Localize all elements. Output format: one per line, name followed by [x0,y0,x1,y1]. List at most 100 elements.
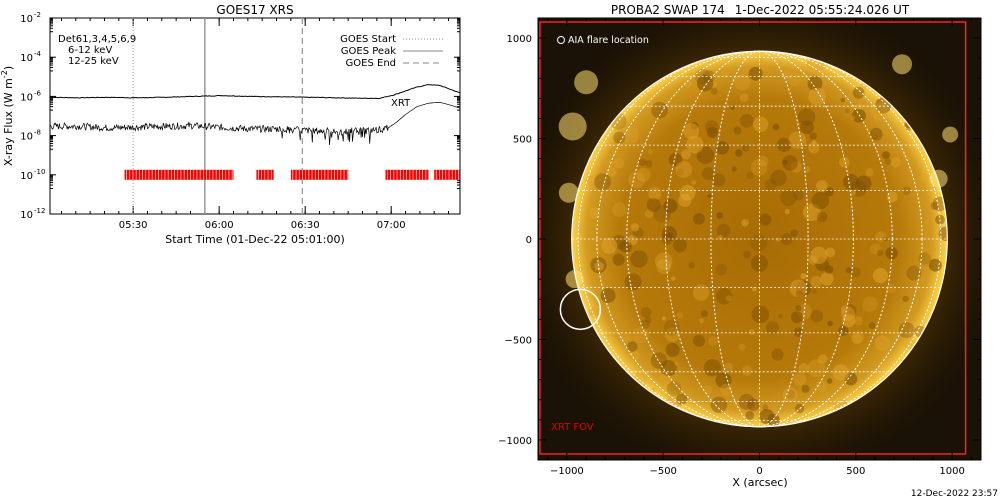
disk-texture-blob [746,171,755,180]
disk-texture-blob [884,158,892,166]
disk-texture-blob [850,115,856,121]
goes-y-tick-label: 10 [20,171,33,182]
disk-texture-blob [628,171,645,189]
goes-x-tick-label: 07:00 [377,220,406,231]
disk-texture-blob [661,226,677,242]
disk-texture-blob [718,234,723,240]
disk-texture-blob [827,320,833,327]
disk-texture-blob [790,161,802,173]
disk-texture-blob [646,198,661,213]
footer-timestamp: 12-Dec-2022 23:57 [911,489,998,499]
disk-texture-blob [845,267,852,274]
disk-texture-blob [710,396,728,413]
disk-texture-blob [842,314,856,328]
disk-texture-blob [745,411,755,420]
disk-texture-blob [681,149,691,160]
disk-texture-blob [839,157,850,168]
disk-texture-blob [795,290,803,298]
legend-goes-start: GOES Start [340,34,396,45]
disk-texture-blob [601,237,618,254]
disk-texture-blob [733,126,742,135]
goes-series-upper [50,84,461,100]
disk-texture-blob [918,252,931,265]
disk-texture-blob [600,288,616,304]
disk-texture-blob [724,362,733,372]
disk-texture-blob [782,387,798,403]
disk-texture-blob [747,398,760,411]
disk-texture-blob [664,327,680,343]
disk-texture-blob [707,193,712,199]
limb-bright-spot [574,70,599,95]
disk-texture-blob [708,336,719,346]
disk-texture-blob [612,253,625,266]
disk-texture-blob [750,159,768,176]
disk-texture-blob [651,387,656,392]
disk-texture-blob [640,307,652,318]
disk-texture-blob [690,122,699,130]
disk-texture-blob [703,359,722,377]
disk-texture-blob [589,307,600,318]
disk-texture-blob [886,191,898,203]
disk-texture-blob [627,234,638,246]
disk-texture-blob [693,213,705,225]
disk-texture-blob [743,251,751,259]
disk-texture-blob [650,352,668,369]
goes-y-tick-label: 10 [20,14,33,25]
disk-texture-blob [741,219,749,227]
disk-texture-blob [776,237,780,242]
disk-texture-blob [869,243,882,255]
disk-texture-blob [877,249,884,256]
disk-texture-blob [825,247,836,258]
disk-texture-blob [885,246,898,260]
disk-texture-blob [703,385,713,395]
disk-texture-blob [844,108,850,114]
goes-x-axis-label: Start Time (01-Dec-22 05:01:00) [165,233,345,246]
disk-texture-blob [841,304,851,314]
xrt-coverage-block [124,169,234,180]
disk-texture-blob [776,137,792,152]
disk-texture-blob [622,332,631,342]
disk-texture-blob [655,252,673,270]
disk-texture-blob [684,80,692,88]
disk-texture-blob [869,127,883,141]
disk-texture-blob [789,279,807,297]
disk-texture-blob [712,173,726,187]
goes-event-lines [132,18,303,214]
disk-texture-blob [840,306,856,321]
swap-y-axis: 1000 500 0 −500 −1000 [498,34,981,447]
goes-y-tick-exponent: -8 [34,129,41,137]
goes-y-tick-exponent: -6 [34,89,42,97]
legend-goes-end: GOES End [346,58,396,69]
disk-texture-blob [644,316,652,324]
disk-texture-blob [738,343,746,351]
disk-texture-blob [753,116,769,132]
disk-texture-blob [784,209,790,215]
goes-y-tick-label: 10 [20,92,33,103]
swap-y-tick-label: 500 [513,135,532,146]
disk-texture-blob [594,261,604,271]
disk-texture-blob [812,139,817,144]
disk-texture-blob [790,229,798,237]
disk-texture-blob [700,310,708,318]
disk-texture-blob [851,330,865,344]
disk-texture-blob [795,305,802,312]
goes-y-tick-label: 10 [20,132,33,143]
goes-y-tick-exponent: -2 [34,11,41,19]
disk-texture-blob [607,167,617,177]
disk-texture-blob [793,372,807,386]
swap-x-tick-label: 1000 [939,466,964,477]
limb-bright-spot [929,169,948,188]
disk-texture-blob [770,169,787,187]
disk-texture-blob [812,289,817,295]
disk-texture-blob [787,73,801,86]
disk-texture-blob [589,175,597,183]
goes-x-tick-label: 05:30 [119,220,148,231]
disk-texture-blob [772,123,780,131]
disk-texture-blob [676,393,688,405]
xrt-fov-label: XRT FOV [551,422,594,433]
disk-texture-blob [706,126,718,138]
disk-texture-blob [778,314,783,319]
swap-title: PROBA2 SWAP 174 1-Dec-2022 05:55:24.026 U… [611,3,910,17]
disk-texture-blob [594,173,612,191]
disk-texture-blob [675,161,693,178]
